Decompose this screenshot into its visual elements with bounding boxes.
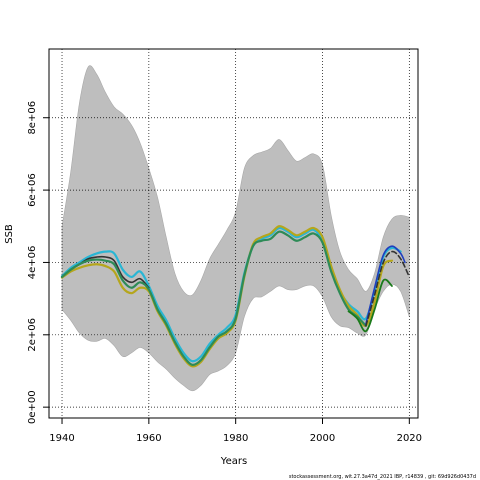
y-tick-label: 2e+06	[27, 318, 38, 352]
plot-frame	[48, 48, 419, 419]
y-axis-label: SSB	[4, 224, 15, 244]
series-line-5	[347, 278, 393, 333]
series-line-4	[60, 230, 368, 367]
x-axis-label: Years	[220, 456, 247, 467]
x-tick-label: 2000	[310, 433, 335, 444]
series-line-7	[365, 250, 411, 327]
y-tick-label: 4e+06	[27, 246, 38, 280]
series-line-2	[60, 225, 394, 368]
x-tick-label: 1960	[136, 433, 161, 444]
confidence-band	[61, 65, 410, 392]
x-axis: 1940 1960 1980 2000 2020	[49, 418, 422, 444]
y-axis: 0e+00 2e+06 4e+06 6e+06 8e+06	[27, 101, 49, 424]
x-tick-label: 1980	[223, 433, 248, 444]
series-layer	[60, 225, 411, 368]
y-tick-label: 6e+06	[27, 173, 38, 207]
confidence-band-layer	[61, 65, 410, 392]
y-tick-label: 0e+00	[27, 390, 38, 424]
x-tick-label: 2020	[397, 433, 422, 444]
series-line-6	[365, 245, 406, 325]
footer-note: stockassessment.org, wit.27.3a47d_2021 I…	[289, 474, 476, 480]
y-tick-label: 8e+06	[27, 101, 38, 135]
x-tick-label: 1940	[49, 433, 74, 444]
